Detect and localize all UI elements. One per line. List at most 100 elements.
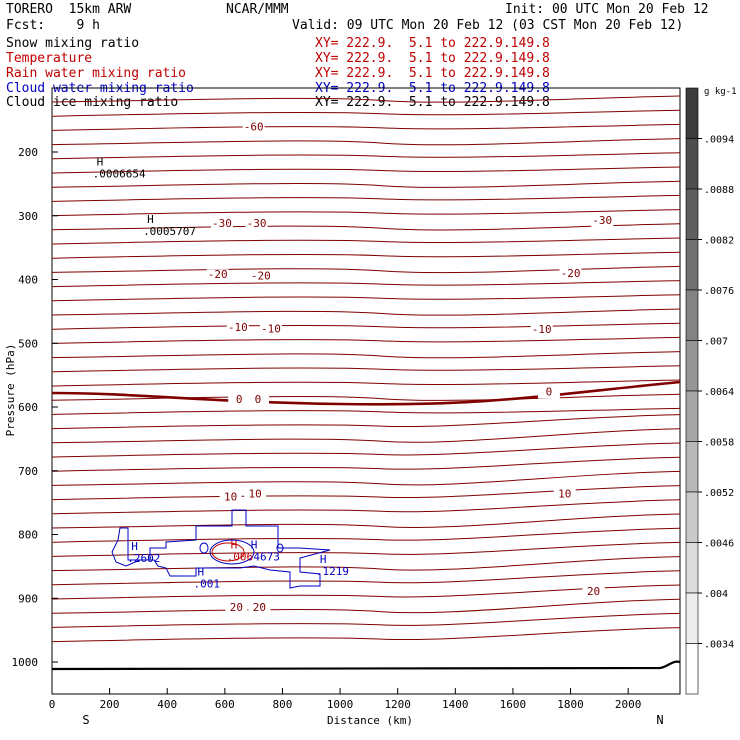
colorbar-tick-label: .004 bbox=[704, 589, 728, 600]
colorbar-unit: g kg-1 bbox=[704, 87, 737, 97]
legend-rain-xy: XY= 222.9. 5.1 to 222.9.149.8 bbox=[315, 66, 550, 81]
model-title: TORERO 15km ARW bbox=[6, 2, 132, 17]
isotherm-line bbox=[51, 322, 681, 330]
isotherm-line bbox=[51, 308, 681, 316]
x-end-label-left: S bbox=[82, 713, 89, 727]
label-mask bbox=[219, 491, 242, 504]
isotherm-line bbox=[51, 209, 681, 217]
y-tick-label: 700 bbox=[18, 465, 38, 478]
label-mask bbox=[206, 269, 229, 282]
maximum-marker: H bbox=[197, 566, 204, 579]
maximum-marker: H bbox=[231, 539, 238, 552]
y-tick-label: 300 bbox=[18, 210, 38, 223]
isotherm-line bbox=[51, 598, 681, 614]
maximum-value: .4673 bbox=[247, 551, 280, 564]
label-mask bbox=[210, 218, 233, 231]
label-mask bbox=[248, 602, 271, 614]
isotherm-label: -20 bbox=[208, 268, 228, 281]
isotherm-line bbox=[51, 442, 681, 458]
y-tick-label: 400 bbox=[18, 274, 38, 287]
label-mask bbox=[559, 267, 582, 280]
x-tick-label: 0 bbox=[49, 698, 56, 711]
isotherm-label: 20 bbox=[587, 585, 600, 598]
colorbar-tick-label: .0058 bbox=[704, 438, 734, 449]
isotherm-line bbox=[51, 470, 681, 486]
label-mask bbox=[242, 121, 265, 134]
maximum-marker: H bbox=[147, 213, 154, 226]
label-mask bbox=[244, 488, 267, 501]
isotherm-line bbox=[51, 123, 681, 131]
isotherm-label: -10 bbox=[228, 321, 248, 334]
y-tick-label: 800 bbox=[18, 529, 38, 542]
isotherm-label: 0 bbox=[255, 393, 262, 406]
isotherm-line bbox=[51, 612, 681, 628]
x-tick-label: 600 bbox=[215, 698, 235, 711]
isotherm-line bbox=[51, 180, 681, 188]
isotherm-line bbox=[51, 414, 681, 430]
colorbar-bin bbox=[685, 188, 699, 240]
label-mask bbox=[249, 270, 272, 283]
isotherm-label: -30 bbox=[212, 217, 232, 230]
isotherm-line bbox=[51, 456, 681, 472]
isotherm-line bbox=[51, 428, 681, 444]
isotherm-line bbox=[51, 95, 681, 103]
x-tick-label: 1400 bbox=[442, 698, 469, 711]
colorbar-bin bbox=[685, 340, 699, 392]
isotherm-line bbox=[51, 138, 681, 146]
legend-cloud-ice: Cloud ice mixing ratio bbox=[6, 95, 179, 110]
maximum-value: .0005707 bbox=[143, 225, 196, 238]
maximum-marker: H bbox=[97, 156, 104, 169]
colorbar-tick-label: .0076 bbox=[704, 286, 734, 297]
isotherm-label: -60 bbox=[244, 120, 264, 133]
x-tick-label: 1800 bbox=[557, 698, 584, 711]
legend-xy-top: XY= 222.9. 5.1 to 222.9.149.8 bbox=[315, 36, 550, 51]
x-tick-label: 800 bbox=[273, 698, 293, 711]
isotherm-line bbox=[51, 499, 681, 515]
isotherm-line bbox=[51, 166, 681, 174]
isotherm-label: 10 bbox=[224, 491, 237, 504]
cloud-water-cell bbox=[276, 543, 284, 553]
x-tick-label: 1200 bbox=[384, 698, 411, 711]
colorbar-tick-label: .0052 bbox=[704, 488, 734, 499]
isotherm-line bbox=[51, 485, 681, 501]
isotherm-label: -20 bbox=[251, 270, 271, 283]
isotherm-label: 0 bbox=[236, 393, 243, 406]
colorbar-bin bbox=[685, 390, 699, 442]
isotherm-line bbox=[51, 152, 681, 160]
label-mask bbox=[530, 324, 553, 337]
label-mask bbox=[582, 586, 605, 599]
isotherm-line bbox=[51, 513, 681, 529]
colorbar-tick-label: .0094 bbox=[704, 135, 734, 146]
legend-rain: Rain water mixing ratio bbox=[6, 66, 187, 81]
label-mask bbox=[226, 322, 249, 335]
y-tick-label: 200 bbox=[18, 146, 38, 159]
isotherm-line bbox=[51, 265, 681, 274]
maximum-value: .006 bbox=[227, 551, 254, 564]
isotherm-line bbox=[51, 237, 681, 245]
isotherm-line bbox=[51, 251, 681, 259]
colorbar-tick-label: .0088 bbox=[704, 185, 734, 196]
maximum-value: .2602 bbox=[127, 552, 160, 565]
maximum-marker: H bbox=[131, 540, 138, 553]
maximum-marker: H bbox=[251, 539, 258, 552]
isotherm-label: 20 bbox=[230, 601, 243, 614]
isotherm-line bbox=[51, 627, 681, 643]
isotherm-line bbox=[51, 407, 681, 415]
label-mask bbox=[246, 394, 269, 407]
y-tick-label: 600 bbox=[18, 401, 38, 414]
x-tick-label: 1000 bbox=[327, 698, 354, 711]
isotherm-label: 10 bbox=[248, 488, 261, 501]
cloud-water-inner bbox=[209, 539, 255, 565]
label-mask bbox=[537, 386, 560, 399]
legend-temperature-xy: XY= 222.9. 5.1 to 222.9.149.8 bbox=[315, 51, 550, 66]
x-axis-title: Distance (km) bbox=[327, 714, 413, 727]
label-mask bbox=[225, 602, 248, 614]
forecast-hour: Fcst: 9 h bbox=[6, 18, 100, 33]
isotherm-line bbox=[51, 379, 681, 387]
isotherm-line bbox=[51, 527, 681, 543]
label-mask bbox=[591, 215, 614, 228]
colorbar-bin bbox=[685, 239, 699, 291]
colorbar-tick-label: .0082 bbox=[704, 236, 734, 247]
init-time: Init: 00 UTC Mon 20 Feb 12 bbox=[505, 2, 709, 17]
